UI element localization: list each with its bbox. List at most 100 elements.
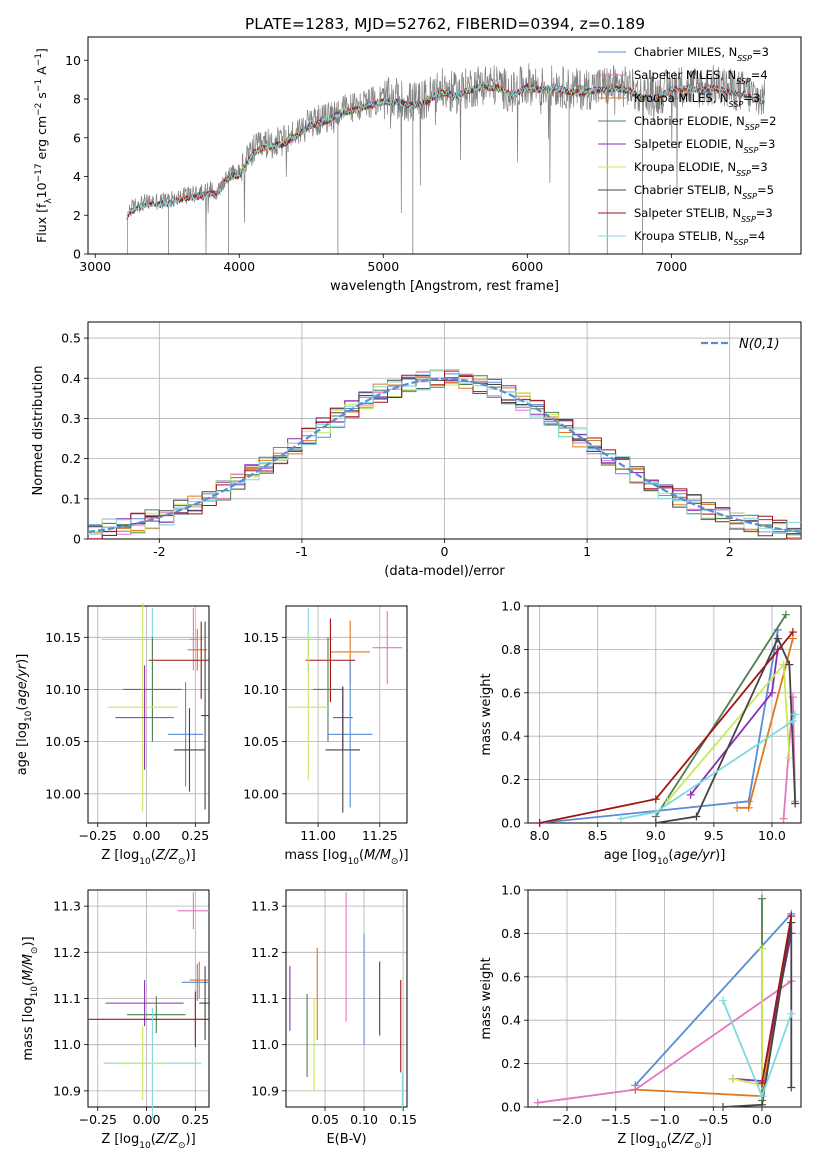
x-tick-label: 10.0 [758,828,786,843]
weight-lines [533,894,796,1111]
weight-marker [781,610,790,619]
y-tick-label: 11.0 [53,1037,81,1052]
axes-frame [285,605,408,824]
legend-label-gaussian: N(0,1) [739,337,780,352]
x-tick-label: -2 [153,544,165,559]
x-axis-label: Z [log10(Z/Z⊙)] [101,848,195,867]
y-tick-label: 10 [65,53,81,68]
x-tick-label: 0.00 [133,1112,161,1127]
x-tick-label: 8.0 [530,828,550,843]
errorbar-group [286,608,403,813]
y-tick-label: 10.9 [251,1083,279,1098]
weight-line-chabrier-stelib [722,922,793,1108]
x-tick-label: 8.5 [588,828,608,843]
y-tick-label: 0.1 [61,491,81,506]
y-tick-label: 0.8 [501,926,521,941]
errorbar-group [101,602,209,812]
y-tick-label: 10.00 [45,786,81,801]
weight-marker [791,799,800,808]
y-tick-label: 10.05 [45,734,81,749]
weight-marker [686,790,695,799]
y-tick-label: 11.0 [251,1037,279,1052]
x-tick-label: 1 [583,544,591,559]
y-axis-label: Normed distribution [31,366,46,496]
weight-marker [631,1085,640,1094]
weight-marker [791,710,800,719]
x-axis-label: age [log10(age/yr)] [604,848,726,867]
x-tick-label: −0.25 [79,828,117,843]
y-axis-label: mass weight [479,957,494,1039]
age-vs-mass-panel: 11.00 11.25 10.00 10.05 10.10 10.15 mass [log1… [243,605,409,867]
y-tick-label: 0.0 [501,816,521,831]
y-axis-label: mass [log10(M/M⊙)] [21,936,40,1060]
errorbar-group [289,892,403,1110]
y-tick-label: 10.05 [243,734,279,749]
weight-marker [651,795,660,804]
legend-label: Chabrier STELIB, NSSP=5 [634,183,774,201]
y-tick-label: 11.1 [53,991,81,1006]
x-tick-label: 0.25 [181,828,209,843]
histogram-kroupa-stelib [88,369,801,535]
weight-marker [692,812,701,821]
x-tick-label: 0.25 [181,1112,209,1127]
y-tick-label: 10.15 [243,630,279,645]
legend-label: Salpeter STELIB, NSSP=3 [634,206,773,224]
axes-frame [87,889,210,1108]
y-tick-label: 0.5 [61,331,81,346]
x-tick-label: 4000 [223,259,255,274]
x-tick-label: −1.5 [601,1112,631,1127]
y-tick-label: 0.3 [61,411,81,426]
y-tick-label: 10.15 [45,630,81,645]
weight-marker [744,803,753,812]
spectrum-plot-area [126,63,766,254]
y-tick-label: 0.4 [501,729,521,744]
x-tick-label: 9.0 [646,828,666,843]
legend-label: Chabrier ELODIE, NSSP=2 [634,114,776,132]
y-tick-label: 2 [73,208,81,223]
age-vs-Z-panel: −0.25 0.00 0.25 10.00 10.05 10.10 10.15 Z [log1… [15,602,210,867]
y-tick-label: 10.10 [243,682,279,697]
y-tick-label: 0.4 [61,371,81,386]
x-tick-label: 7000 [655,259,687,274]
x-axis-label: Z [log10(Z/Z⊙)] [101,1132,195,1151]
y-tick-label: 8 [73,92,81,107]
y-axis-label: Flux [fλ10−17 erg cm−2 s−1 A−1] [34,48,54,243]
x-tick-label: 11.00 [300,828,336,843]
y-tick-label: 11.2 [53,945,81,960]
weight-marker [535,819,544,827]
weight-marker [788,628,797,637]
x-tick-label: 0.05 [311,1112,339,1127]
y-tick-label: 0 [73,532,81,547]
x-tick-label: −2.0 [552,1112,582,1127]
spectrum-legend: Chabrier MILES, NSSP=3 Salpeter MILES, NS… [598,45,776,247]
weight-marker [773,634,782,643]
axes-frame [285,889,408,1108]
y-tick-label: 0.6 [501,685,521,700]
axes-frame [527,605,802,824]
weight-marker [787,1009,796,1018]
weight-line-kroupa-stelib [620,714,797,820]
weight-line-chabrier-miles [634,913,792,1086]
legend-label: Chabrier MILES, NSSP=3 [634,45,769,63]
y-tick-label: 0.2 [61,451,81,466]
x-tick-label: 3000 [79,259,111,274]
legend-label: Kroupa STELIB, NSSP=4 [634,229,765,247]
weight-marker [779,814,788,823]
y-tick-label: 11.2 [251,945,279,960]
gaussian-curve [87,377,802,534]
axes-frame [527,889,802,1108]
weight-marker [785,753,794,762]
y-tick-label: 11.3 [251,899,279,914]
y-tick-label: 1.0 [501,599,521,614]
residuals-panel: -2 -1 0 1 2 0 0.1 0.2 0.3 0.4 0.5 (data-model)/erro… [31,321,802,579]
y-tick-label: 0.4 [501,1013,521,1028]
y-tick-label: 0.2 [501,772,521,787]
x-tick-label: −1.0 [649,1112,679,1127]
weight-marker [788,717,797,726]
x-tick-label: 5000 [367,259,399,274]
weight-marker [719,996,727,1005]
x-axis-label: wavelength [Angstrom, rest frame] [330,279,559,294]
x-tick-label: 0 [441,544,449,559]
